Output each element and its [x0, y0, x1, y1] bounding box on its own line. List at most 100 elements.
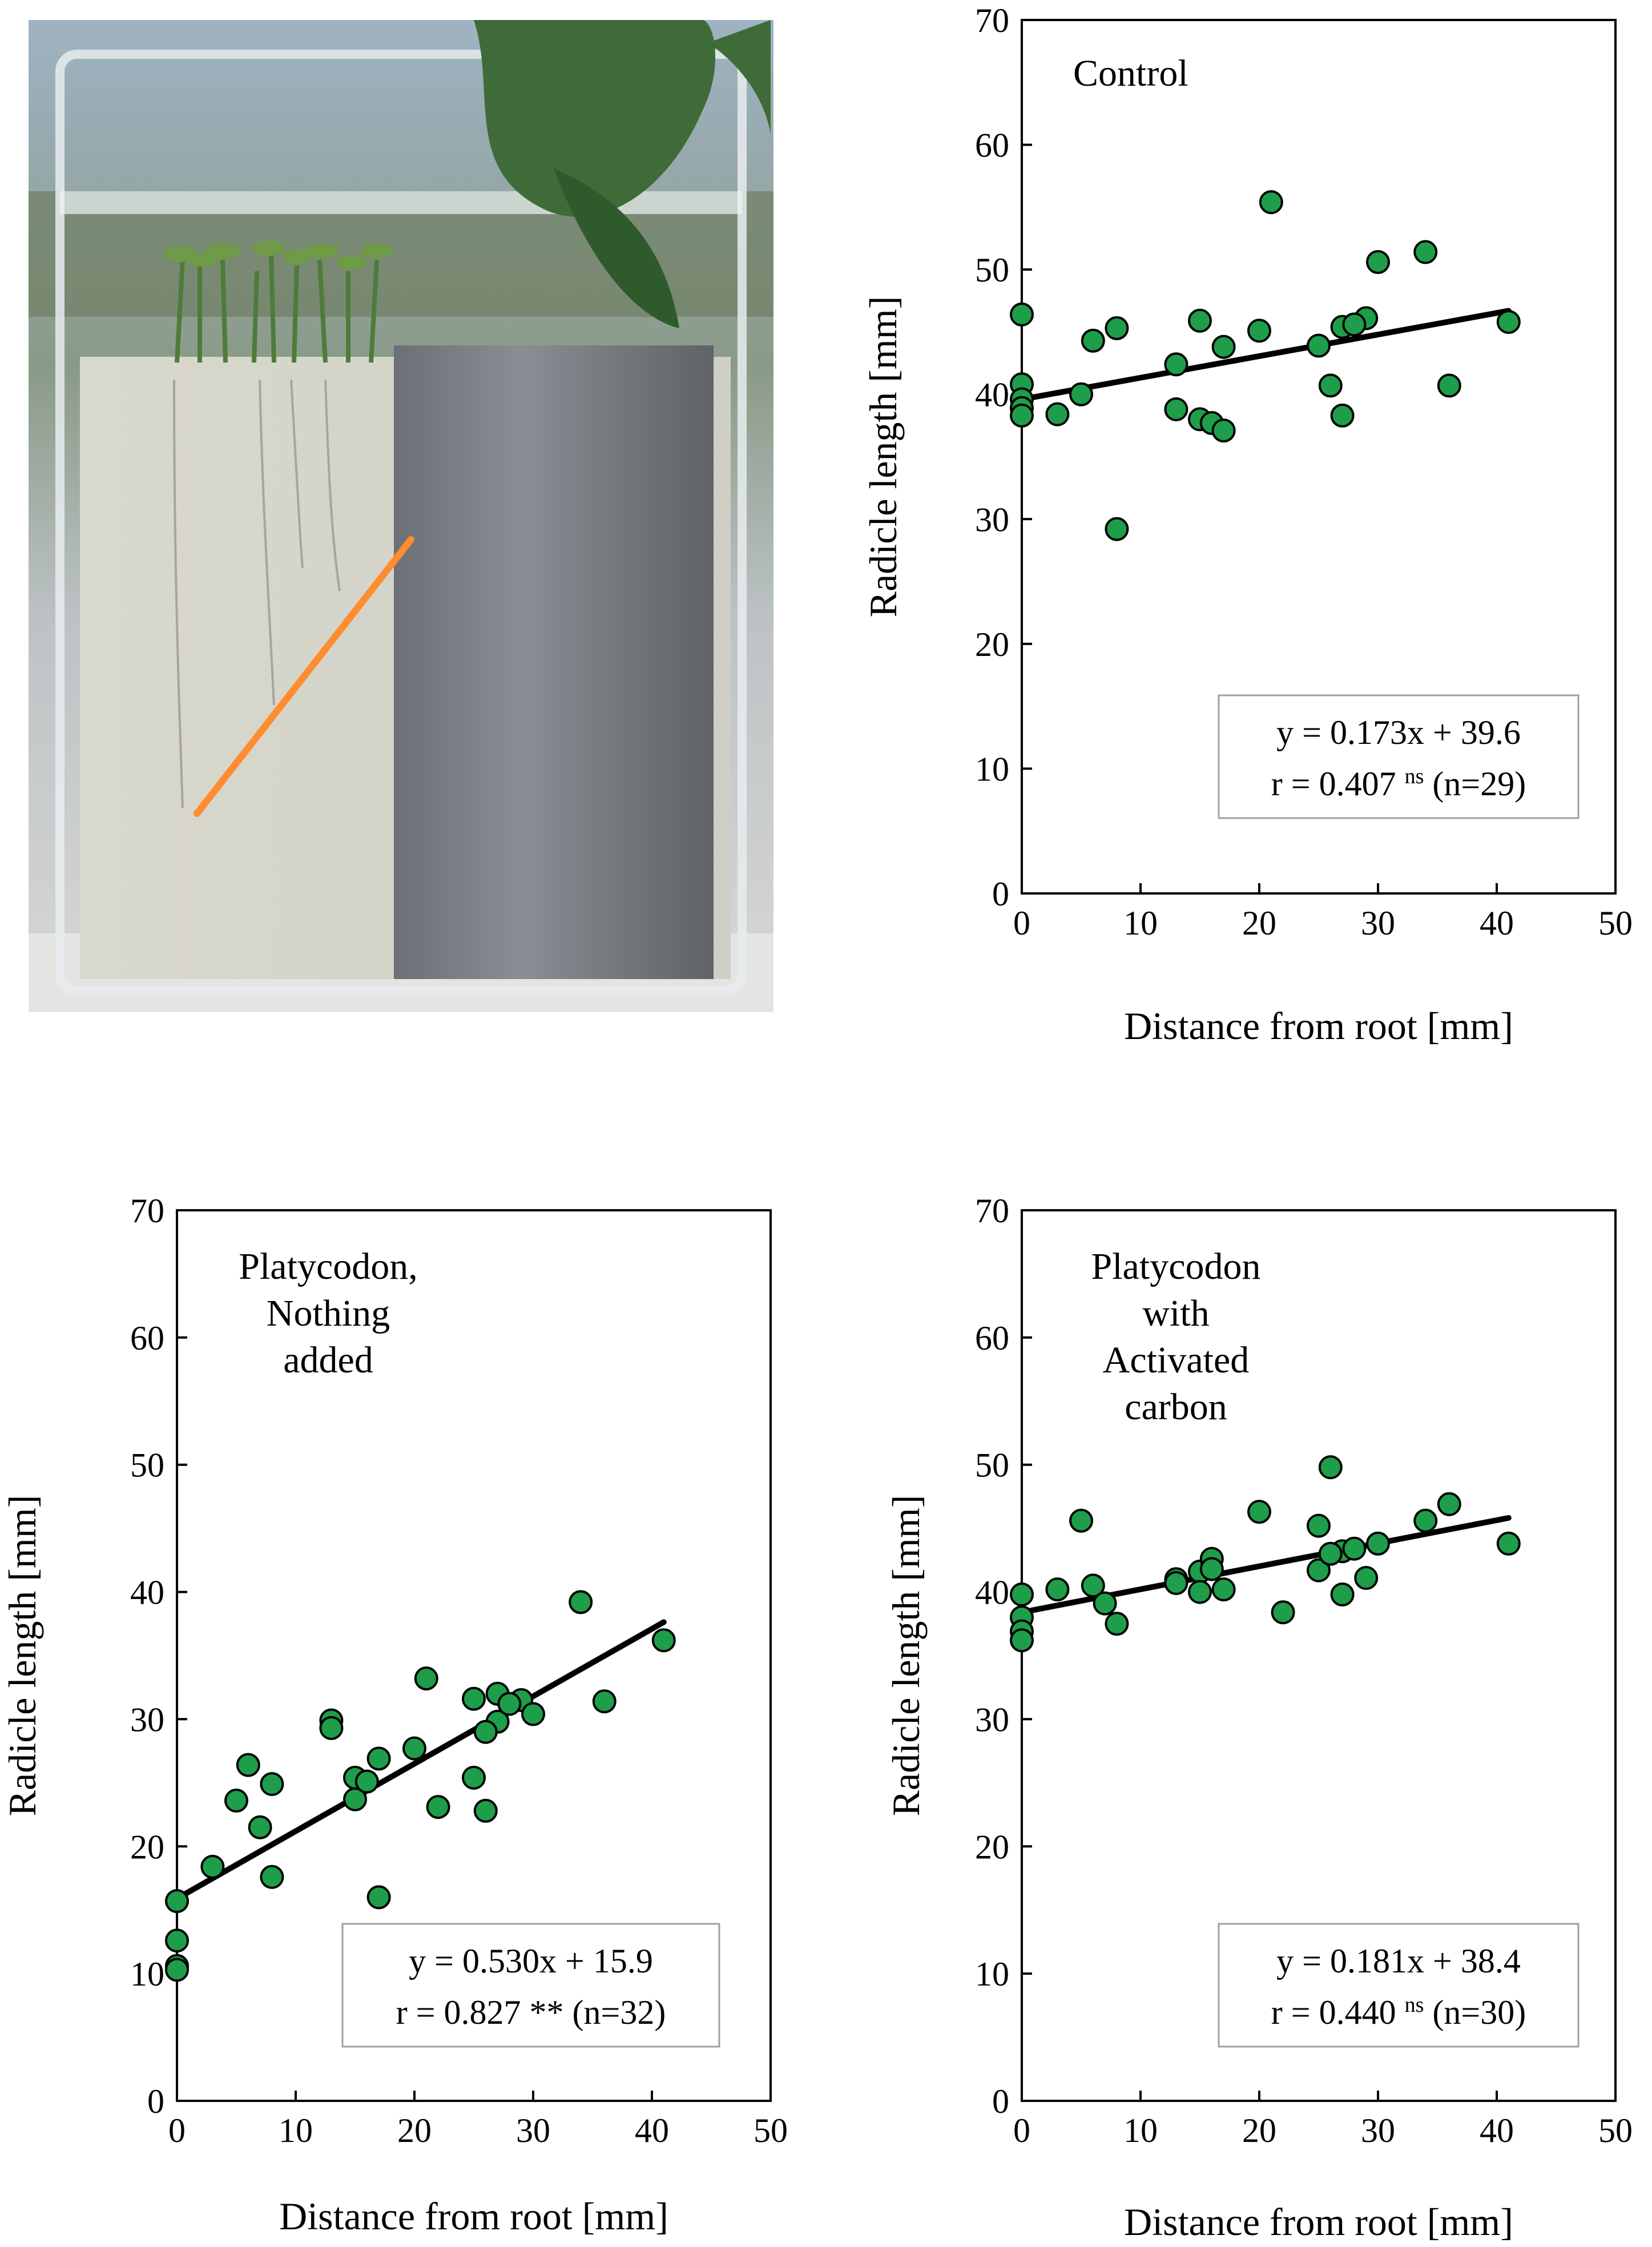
data-point	[414, 1666, 438, 1691]
stats-sup: ns	[1405, 764, 1424, 788]
data-point	[1211, 418, 1236, 443]
data-point	[1437, 1492, 1461, 1516]
chart-title-line: Platycodon,	[239, 1246, 417, 1287]
plot-frame	[1021, 1209, 1617, 2102]
data-point	[473, 1720, 498, 1744]
data-point	[165, 1928, 189, 1953]
regression-line	[1019, 308, 1512, 402]
y-tick-label: 50	[975, 251, 1009, 289]
x-tick-label: 0	[1013, 904, 1030, 942]
data-point	[1259, 190, 1283, 215]
seedling-leaves	[164, 241, 393, 269]
equation-label: y = 0.530x + 15.9	[409, 1942, 653, 1980]
data-point	[1211, 1577, 1236, 1602]
stats-prefix: r = 0.827 ** (n=32)	[396, 1994, 666, 2031]
y-tick-label: 10	[975, 750, 1009, 788]
data-point	[497, 1692, 522, 1716]
points-activated-carbon	[1010, 1455, 1521, 1653]
x-tick-label: 0	[1013, 2112, 1030, 2149]
chart-title-line: added	[283, 1339, 373, 1381]
stats-label: r = 0.440 ns (n=30)	[1271, 1993, 1526, 2031]
regression-line	[174, 1619, 667, 1902]
data-point	[1105, 1612, 1129, 1636]
measurement-line	[194, 536, 414, 817]
plot-frame	[176, 1209, 772, 2102]
y-axis-label: Radicle length [mm]	[884, 1495, 928, 1817]
data-point	[1010, 1628, 1034, 1653]
data-point	[1318, 1541, 1343, 1566]
y-tick-label: 10	[130, 1955, 164, 1993]
chart-nothing-added: 0 10 20 30 40 50 0 10 20 30 40 50 60 70 Platycodon, No…	[1, 1192, 788, 2238]
data-point	[1164, 352, 1188, 377]
points-nothing-added	[165, 1590, 676, 1982]
x-tick-label: 30	[1361, 904, 1395, 942]
data-point	[1069, 1508, 1093, 1533]
plant-leaf-lower	[554, 168, 679, 328]
data-point	[1307, 333, 1331, 358]
y-tick-label: 70	[975, 2, 1009, 39]
y-tick-label: 40	[975, 376, 1009, 414]
y-tick-label: 20	[130, 1828, 164, 1866]
x-tick-label: 0	[168, 2112, 186, 2149]
data-point	[402, 1736, 426, 1761]
data-point	[1188, 308, 1212, 333]
data-point	[366, 1746, 391, 1771]
data-point	[1105, 316, 1129, 340]
data-point	[1247, 319, 1271, 343]
x-tick-label: 10	[1123, 904, 1158, 942]
x-axis-label: Distance from root [mm]	[1124, 1004, 1513, 1048]
data-point	[1105, 517, 1129, 541]
y-tick-label: 40	[130, 1574, 164, 1612]
data-point	[1437, 373, 1461, 398]
data-point	[1164, 1571, 1188, 1595]
data-point	[319, 1716, 344, 1741]
data-point	[260, 1772, 284, 1797]
data-point	[1271, 1600, 1295, 1625]
data-point	[224, 1789, 248, 1813]
chart-title-line: Activated	[1103, 1339, 1250, 1381]
y-tick-label: 30	[130, 1701, 164, 1738]
data-point	[165, 1889, 189, 1914]
x-tick-label: 20	[1242, 904, 1276, 942]
data-point	[1211, 335, 1236, 359]
chart-title-line: carbon	[1125, 1386, 1227, 1428]
data-point	[1010, 302, 1034, 327]
y-tick-label: 20	[975, 1828, 1009, 1866]
stats-prefix: r = 0.407	[1271, 765, 1405, 803]
x-tick-label: 10	[279, 2112, 313, 2149]
data-point	[1164, 397, 1188, 421]
data-point	[1045, 402, 1070, 426]
data-point	[1199, 1557, 1224, 1581]
stats-label: r = 0.827 ** (n=32)	[396, 1994, 666, 2031]
x-axis-label: Distance from root [mm]	[279, 2194, 668, 2238]
chart-control: 0 10 20 30 40 50 0 10 20 30 40 50 60 70 Control y = 0…	[861, 2, 1633, 1048]
data-point	[1342, 312, 1367, 337]
y-tick-label: 50	[130, 1447, 164, 1484]
y-tick-label: 0	[992, 875, 1009, 913]
y-tick-label: 60	[130, 1319, 164, 1357]
x-tick-label: 10	[1123, 2112, 1158, 2149]
rhizobox-photo	[29, 20, 773, 1012]
stats-label: r = 0.407 ns (n=29)	[1271, 764, 1526, 803]
axes-nothing-added: 0 10 20 30 40 50 0 10 20 30 40 50 60 70	[130, 1192, 788, 2149]
data-point	[462, 1765, 486, 1790]
data-point	[1330, 403, 1355, 428]
data-point	[1496, 309, 1521, 334]
y-tick-label: 40	[975, 1574, 1009, 1612]
x-tick-label: 50	[1598, 2112, 1633, 2149]
y-tick-label: 20	[975, 626, 1009, 663]
plant-leaf-large	[474, 20, 716, 217]
stats-prefix: r = 0.440	[1271, 1994, 1405, 2031]
x-tick-label: 40	[1480, 904, 1514, 942]
y-tick-label: 0	[147, 2083, 164, 2120]
x-axis-label: Distance from root [mm]	[1124, 2200, 1513, 2244]
x-tick-label: 40	[1480, 2112, 1514, 2149]
data-point	[1081, 328, 1105, 353]
data-point	[1318, 373, 1343, 398]
data-point	[521, 1702, 545, 1726]
x-tick-label: 20	[397, 2112, 432, 2149]
root-tube	[394, 345, 714, 979]
stats-suffix: (n=29)	[1424, 765, 1526, 803]
data-point	[248, 1815, 272, 1839]
x-tick-label: 20	[1242, 2112, 1276, 2149]
